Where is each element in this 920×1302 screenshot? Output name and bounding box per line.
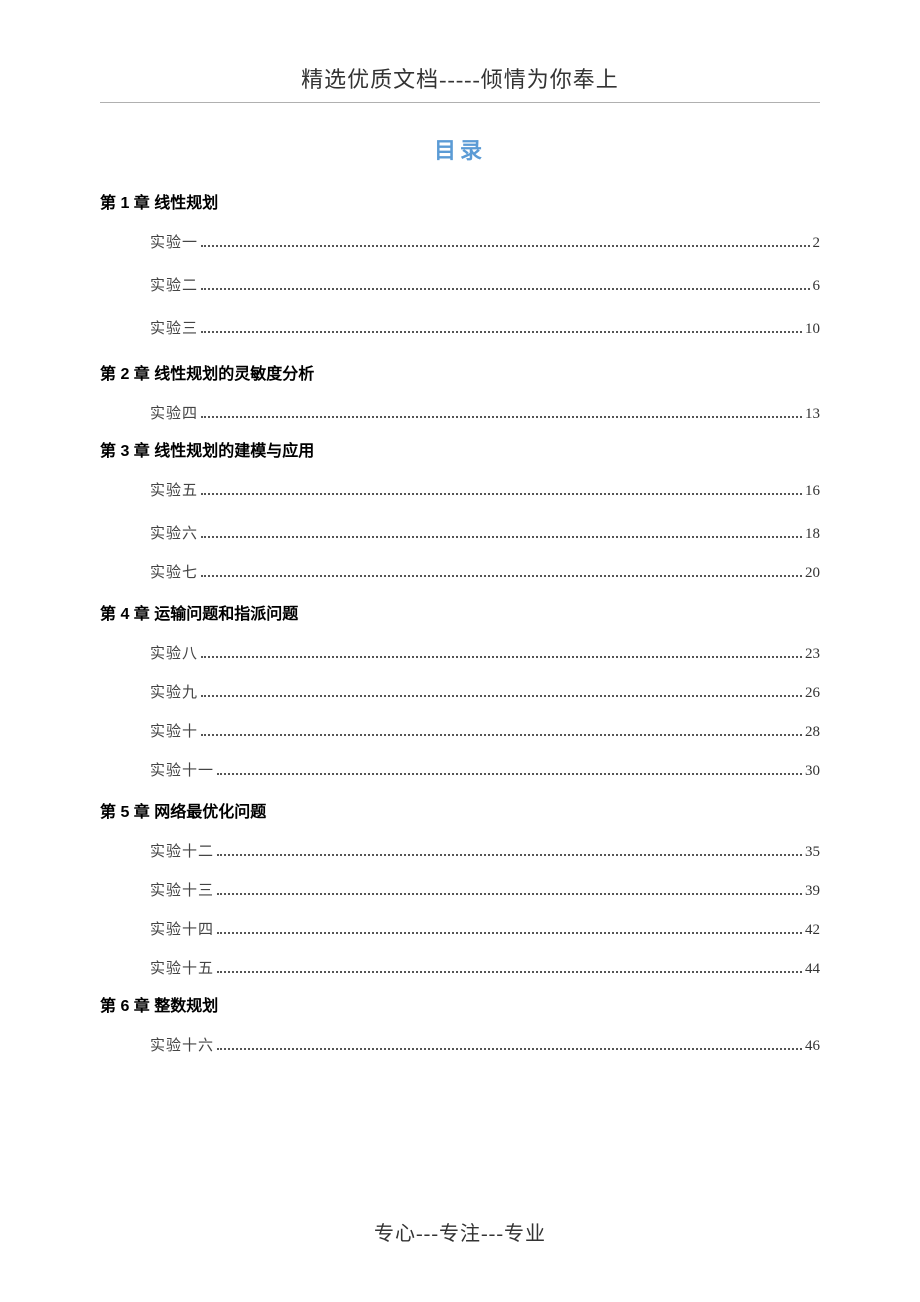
chapter-section: 第 3 章 线性规划的建模与应用实验五 16 实验六 18 实验七 20	[100, 437, 820, 582]
toc-entry-label: 实验十	[150, 720, 198, 741]
toc-dots-leader	[217, 971, 802, 973]
toc-entry-page: 6	[813, 278, 821, 295]
toc-entry-label: 实验九	[150, 681, 198, 702]
toc-entry-label: 实验三	[150, 317, 198, 338]
toc-body: 第 1 章 线性规划实验一2实验二6实验三10第 2 章 线性规划的灵敏度分析实…	[100, 189, 820, 1055]
toc-dots-leader	[217, 773, 802, 775]
toc-entry: 实验二 6	[150, 274, 820, 295]
toc-dots-leader	[201, 536, 802, 538]
toc-entry: 实验七 20	[150, 561, 820, 582]
toc-entry-label: 实验八	[150, 642, 198, 663]
toc-entry: 实验十 28	[150, 720, 820, 741]
page-header: 精选优质文档-----倾情为你奉上	[100, 62, 820, 102]
toc-entry-label: 实验十三	[150, 879, 214, 900]
toc-entry-label: 实验五	[150, 479, 198, 500]
toc-entry: 实验一 2	[150, 231, 820, 252]
toc-entry-page: 2	[813, 235, 821, 252]
toc-dots-leader	[201, 245, 809, 247]
toc-dots-leader	[201, 734, 802, 736]
toc-entry-page: 13	[805, 406, 820, 423]
chapter-section: 第 1 章 线性规划实验一 2 实验二 6 实验三 10	[100, 189, 820, 338]
toc-entry-label: 实验十二	[150, 840, 214, 861]
chapter-heading: 第 6 章 整数规划	[100, 992, 820, 1016]
toc-entry-page: 23	[805, 646, 820, 663]
toc-entry: 实验十二 35	[150, 840, 820, 861]
toc-entry-label: 实验十四	[150, 918, 214, 939]
toc-entry-label: 实验一	[150, 231, 198, 252]
page-container: 精选优质文档-----倾情为你奉上 目录 第 1 章 线性规划实验一2实验二6实…	[0, 0, 920, 1055]
toc-dots-leader	[217, 893, 802, 895]
toc-entry-label: 实验十五	[150, 957, 214, 978]
toc-entry-label: 实验二	[150, 274, 198, 295]
toc-entry-page: 46	[805, 1038, 820, 1055]
toc-entry: 实验八 23	[150, 642, 820, 663]
chapter-heading: 第 3 章 线性规划的建模与应用	[100, 437, 820, 461]
toc-dots-leader	[217, 932, 802, 934]
toc-dots-leader	[201, 695, 802, 697]
toc-entry-page: 42	[805, 922, 820, 939]
toc-entry-page: 20	[805, 565, 820, 582]
toc-entry: 实验十一 30	[150, 759, 820, 780]
toc-entry-page: 18	[805, 526, 820, 543]
toc-entry: 实验十五 44	[150, 957, 820, 978]
chapter-heading: 第 4 章 运输问题和指派问题	[100, 600, 820, 624]
toc-dots-leader	[201, 656, 802, 658]
chapter-heading: 第 1 章 线性规划	[100, 189, 820, 213]
chapter-heading: 第 2 章 线性规划的灵敏度分析	[100, 360, 820, 384]
toc-entry-label: 实验七	[150, 561, 198, 582]
chapter-section: 第 2 章 线性规划的灵敏度分析实验四 13	[100, 360, 820, 423]
toc-entry-page: 30	[805, 763, 820, 780]
header-rule	[100, 102, 820, 103]
toc-entry: 实验四 13	[150, 402, 820, 423]
toc-entry-label: 实验十一	[150, 759, 214, 780]
chapter-section: 第 4 章 运输问题和指派问题实验八 23 实验九 26 实验十 28 实验十一 30	[100, 600, 820, 780]
toc-title: 目录	[100, 133, 820, 165]
toc-entry: 实验九 26	[150, 681, 820, 702]
chapter-section: 第 6 章 整数规划实验十六 46	[100, 992, 820, 1055]
toc-entry: 实验十三 39	[150, 879, 820, 900]
toc-dots-leader	[201, 288, 809, 290]
toc-dots-leader	[201, 493, 802, 495]
toc-entry: 实验六 18	[150, 522, 820, 543]
toc-entry-label: 实验十六	[150, 1034, 214, 1055]
toc-entry-page: 39	[805, 883, 820, 900]
toc-dots-leader	[217, 854, 802, 856]
toc-entry-page: 16	[805, 483, 820, 500]
toc-dots-leader	[217, 1048, 802, 1050]
toc-entry-page: 35	[805, 844, 820, 861]
toc-entry-page: 26	[805, 685, 820, 702]
toc-entry: 实验十六 46	[150, 1034, 820, 1055]
toc-dots-leader	[201, 331, 802, 333]
toc-entry-page: 44	[805, 961, 820, 978]
toc-entry-page: 28	[805, 724, 820, 741]
toc-entry: 实验十四 42	[150, 918, 820, 939]
toc-dots-leader	[201, 416, 802, 418]
chapter-section: 第 5 章 网络最优化问题实验十二 35 实验十三 39 实验十四 42 实验十五 44	[100, 798, 820, 978]
toc-entry-page: 10	[805, 321, 820, 338]
toc-entry: 实验五 16	[150, 479, 820, 500]
chapter-heading: 第 5 章 网络最优化问题	[100, 798, 820, 822]
toc-entry-label: 实验四	[150, 402, 198, 423]
toc-entry: 实验三 10	[150, 317, 820, 338]
toc-entry-label: 实验六	[150, 522, 198, 543]
page-footer: 专心---专注---专业	[0, 1217, 920, 1246]
toc-dots-leader	[201, 575, 802, 577]
